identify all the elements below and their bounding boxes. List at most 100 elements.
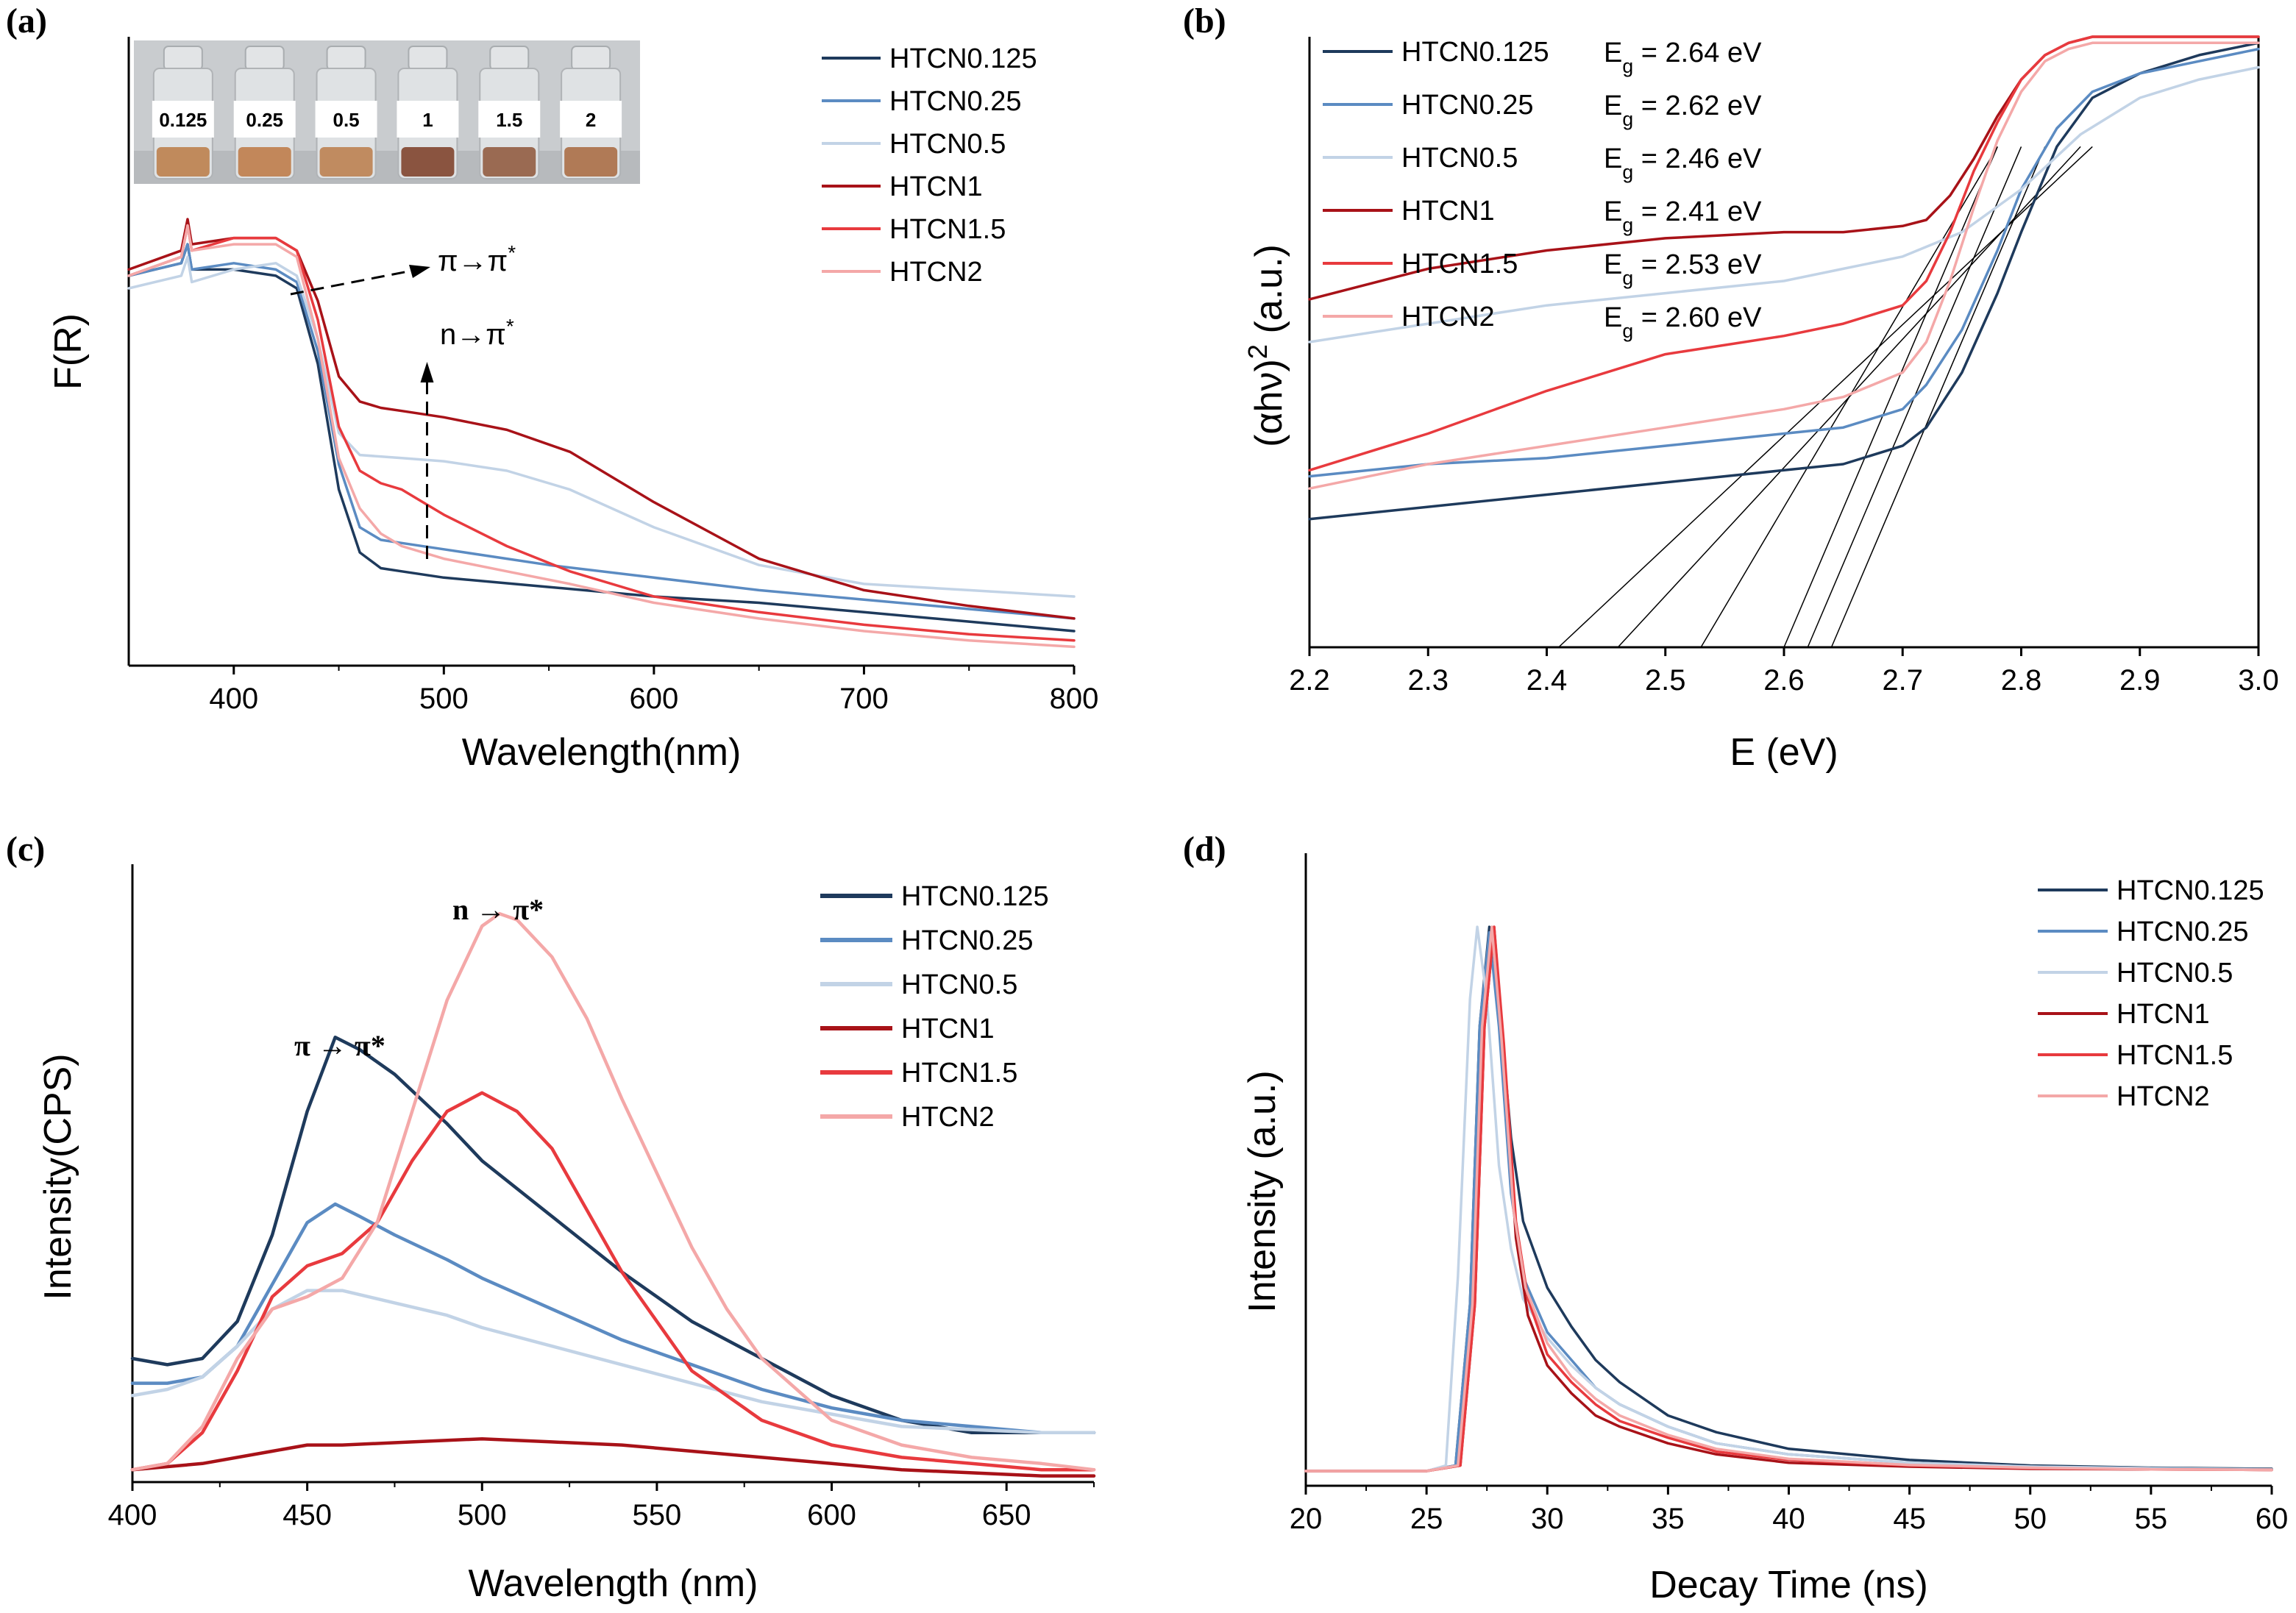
- panel-d-x-tick-label: 45: [1893, 1503, 1926, 1535]
- panel-a-vial-label: 0.5: [333, 109, 359, 131]
- panel-b-legend-label: HTCN1: [1401, 196, 1495, 227]
- panel-b-y-label: (αhν)2 (a.u.): [1243, 244, 1291, 447]
- panel-a-legend-label: HTCN1: [889, 171, 983, 202]
- panel-b-bandgap-label: Eg = 2.60 eV: [1604, 302, 1762, 342]
- panel-d-x-label: Decay Time (ns): [1649, 1564, 1928, 1606]
- panel-b-legend-label: HTCN2: [1401, 302, 1495, 332]
- panel-d-x-tick-label: 30: [1531, 1503, 1564, 1535]
- panel-c: (c) 400 450 500 550 600 650 Wavelength (nm) Inte…: [6, 830, 1096, 1605]
- panel-a-vial-powder: [483, 147, 536, 177]
- panel-c-x-tick-label: 600: [807, 1499, 856, 1531]
- panel-a-annotation-pi-part: *: [508, 241, 516, 264]
- panel-c-x-tick-label: 550: [633, 1499, 682, 1531]
- panel-a-vial-powder: [401, 147, 455, 177]
- panel-d-legend-label: HTCN0.25: [2116, 916, 2249, 947]
- panel-d-series-HTCN0.5: [1304, 925, 2273, 1473]
- panel-b-legend-label: HTCN1.5: [1401, 249, 1518, 279]
- panel-d-legend-label: HTCN1.5: [2116, 1040, 2233, 1071]
- panel-a-x-tick-label: 500: [419, 683, 469, 715]
- panel-a-y-label: F(R): [47, 313, 90, 390]
- panel-a-vial-cap: [408, 46, 448, 71]
- panel-c-legend-label: HTCN0.125: [901, 881, 1049, 912]
- panel-a-vial-tag: [315, 101, 377, 138]
- panel-b-label: (b): [1183, 1, 1226, 40]
- panel-b-bandgap-label-part: = 2.46 eV: [1633, 143, 1762, 174]
- panel-b-legend-label: HTCN0.125: [1401, 37, 1549, 68]
- panel-a-x-tick-label: 800: [1050, 683, 1099, 715]
- panel-a-vial-label: 0.25: [246, 109, 283, 131]
- panel-a-vial-label: 2: [586, 109, 596, 131]
- panel-b-tangent-line: [1700, 146, 1998, 648]
- panel-b-bandgap-label-part: = 2.41 eV: [1633, 196, 1762, 227]
- panel-b-legend-label: HTCN0.25: [1401, 90, 1534, 121]
- panel-d-x-tick-label: 50: [2014, 1503, 2047, 1535]
- panel-a-series-HTCN0.25: [127, 243, 1076, 620]
- panel-b-bandgap-label-part: E: [1604, 196, 1622, 227]
- panel-b-bandgap-label-part: E: [1604, 249, 1622, 280]
- panel-b-bandgap-label-part: = 2.53 eV: [1633, 249, 1762, 280]
- panel-a-legend-label: HTCN0.5: [889, 129, 1006, 160]
- panel-b-bandgap-label: Eg = 2.53 eV: [1604, 249, 1762, 289]
- panel-a-vial-tag: [152, 101, 214, 138]
- panel-a-series-HTCN2: [127, 224, 1076, 649]
- panel-a-legend-label: HTCN1.5: [889, 214, 1006, 245]
- panel-a: (a) 400 500 600 700 800 Wavelength(nm) F(R) HTCN…: [6, 1, 1098, 774]
- panel-b-bandgap-label-part: = 2.62 eV: [1633, 90, 1762, 121]
- panel-d-legend-label: HTCN1: [2116, 999, 2210, 1030]
- panel-d-x-tick-label: 25: [1410, 1503, 1443, 1535]
- panel-b-x-tick-label: 2.4: [1526, 664, 1568, 697]
- panel-a-series-HTCN0.5: [127, 255, 1076, 598]
- panel-a-vial-powder: [564, 147, 618, 177]
- panel-b-x-tick-label: 2.2: [1289, 664, 1330, 697]
- panel-b-bandgap-label-part: E: [1604, 90, 1622, 121]
- panel-a-vial-cap: [489, 46, 530, 71]
- panel-a-vial-label: 1: [422, 109, 433, 131]
- panel-a-annotation-pi: π→π*: [438, 241, 516, 278]
- panel-a-series-HTCN0.125: [127, 243, 1076, 633]
- panel-b-bandgap-label-part: g: [1622, 214, 1633, 236]
- panel-a-x-tick-label: 600: [630, 683, 679, 715]
- panel-a-x-tick-label: 400: [209, 683, 258, 715]
- panel-a-vial-powder: [319, 147, 373, 177]
- panel-a-vial-cap: [571, 46, 611, 71]
- panel-b-legend-label: HTCN0.5: [1401, 143, 1518, 174]
- panel-a-vial-tag: [560, 101, 622, 138]
- panel-b-series-HTCN0.125: [1308, 41, 2260, 521]
- panel-b-bandgap-label-part: g: [1622, 320, 1633, 342]
- panel-d-x-tick-label: 60: [2256, 1503, 2289, 1535]
- panel-a-annotation-n-part: *: [506, 315, 514, 338]
- panel-b-bandgap-label-part: E: [1604, 143, 1622, 174]
- panel-a-inset-bench: [134, 151, 640, 184]
- panel-b-x-tick-label: 3.0: [2238, 664, 2279, 697]
- panel-d-legend-label: HTCN0.5: [2116, 958, 2233, 989]
- panel-b-x-tick-label: 2.8: [2001, 664, 2042, 697]
- panel-a-annotation-n: n→π*: [440, 315, 514, 352]
- panel-a-legend-label: HTCN2: [889, 257, 983, 288]
- panel-d-x-tick-label: 40: [1772, 1503, 1805, 1535]
- panel-c-series-HTCN0.5: [130, 1289, 1096, 1435]
- panel-b-x-label: E (eV): [1730, 731, 1838, 774]
- panel-a-series-HTCN1.5: [127, 224, 1076, 642]
- panel-b-bandgap-label-part: g: [1622, 267, 1633, 289]
- panel-b: (b) 2.2 2.3 2.4 2.5 2.6 2.7 2.8 2.9 3.0 E (eV) (αhν…: [1183, 1, 2279, 774]
- panel-a-vial-label: 0.125: [159, 109, 207, 131]
- panel-a-arrowhead-pi: [409, 265, 430, 278]
- panel-b-y-label-part: (αhν): [1248, 359, 1290, 447]
- panel-b-series-HTCN2: [1308, 41, 2260, 490]
- panel-b-bandgap-label-part: = 2.64 eV: [1633, 38, 1762, 68]
- panel-d-legend-label: HTCN2: [2116, 1081, 2210, 1112]
- panel-a-annotation-n-part: n→π: [440, 318, 506, 351]
- panel-b-series-HTCN0.5: [1308, 65, 2260, 343]
- panel-b-x-tick-label: 2.6: [1763, 664, 1805, 697]
- panel-d-x-tick-label: 20: [1290, 1503, 1323, 1535]
- panel-a-legend-label: HTCN0.25: [889, 86, 1022, 117]
- panel-d-y-label: Intensity (a.u.): [1241, 1070, 1284, 1312]
- panel-a-vial-cap: [244, 46, 285, 71]
- panel-b-series-HTCN1.5: [1308, 35, 2260, 472]
- panel-d-x-tick-label: 35: [1652, 1503, 1685, 1535]
- panel-c-series-HTCN0.125: [130, 1035, 1096, 1435]
- panel-b-x-tick-label: 2.7: [1882, 664, 1923, 697]
- panel-a-legend-label: HTCN0.125: [889, 43, 1037, 74]
- panel-c-legend-label: HTCN0.25: [901, 925, 1034, 956]
- panel-b-bandgap-label: Eg = 2.41 eV: [1604, 196, 1762, 236]
